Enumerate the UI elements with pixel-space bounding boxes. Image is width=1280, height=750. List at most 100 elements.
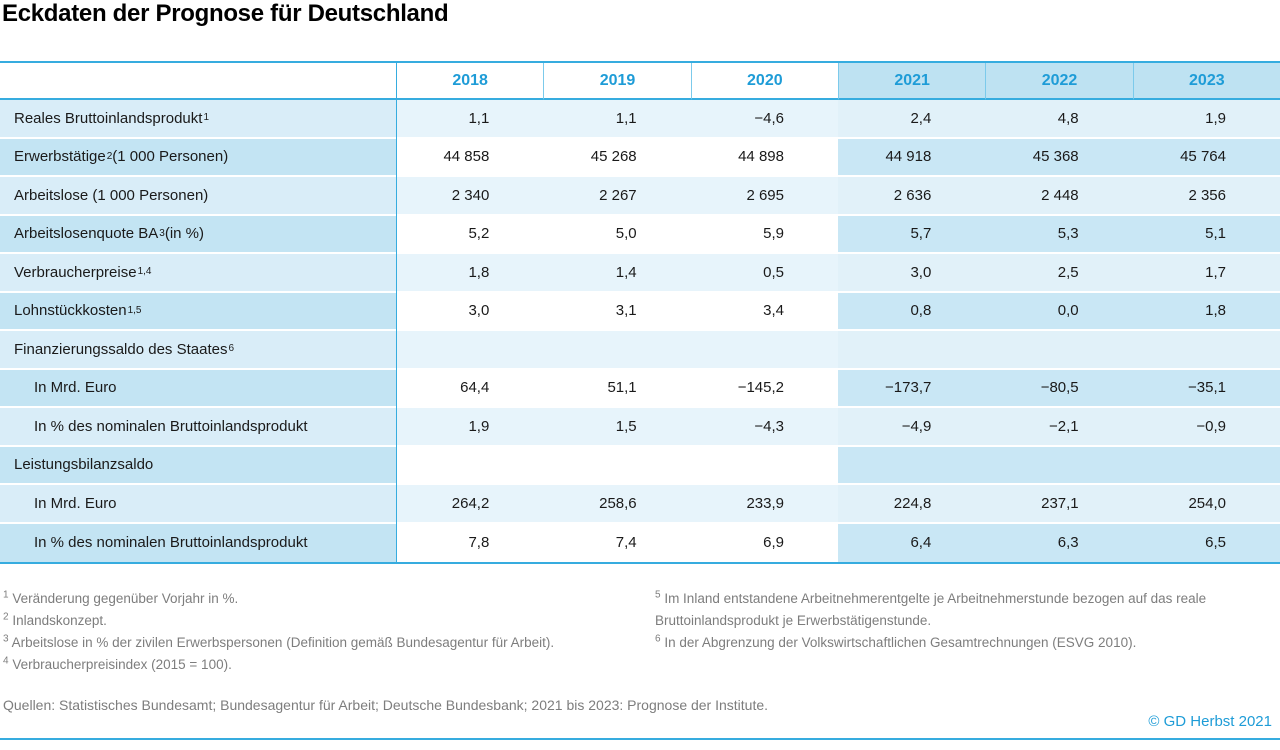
footnote: 5 Im Inland entstandene Arbeitnehmerentg… [655,589,1207,628]
value-cell: 254,0 [1132,485,1280,524]
value-cell: 1,7 [1132,254,1280,293]
credit: © GD Herbst 2021 [1148,713,1272,730]
value-cell: −0,9 [1132,408,1280,447]
row-label: Lohnstückkosten 1,5 [0,292,396,331]
value-cell: 3,0 [396,292,544,331]
value-cell: 3,0 [837,254,986,293]
value-cell: 5,0 [543,215,691,254]
value-cell: 1,4 [543,254,691,293]
value-cell: 233,9 [690,485,838,524]
value-cell [543,446,691,485]
value-cell: 0,8 [837,292,986,331]
footnotes: 1 Veränderung gegenüber Vorjahr in %. 2 I… [3,588,1275,676]
row-label: In % des nominalen Bruttoinlandsprodukt [0,408,396,447]
value-cell: 3,4 [690,292,838,331]
value-cell: −4,6 [690,100,838,139]
value-cell: 1,9 [1132,100,1280,139]
value-cell: 2 448 [985,177,1133,216]
value-cell: −145,2 [690,369,838,408]
footnotes-left-column: 1 Veränderung gegenüber Vorjahr in %. 2 I… [3,588,655,676]
value-cell [985,331,1133,370]
value-cell: −4,9 [837,408,986,447]
value-cell: 5,1 [1132,215,1280,254]
year-header-2021: 2021 [837,63,986,100]
value-cell: 1,5 [543,408,691,447]
footnote: 4 Verbraucherpreisindex (2015 = 100). [3,655,232,672]
label-column-divider [396,63,397,562]
value-cell: 6,5 [1132,523,1280,562]
value-cell: 5,9 [690,215,838,254]
value-cell: 4,8 [985,100,1133,139]
year-header-2020: 2020 [690,63,838,100]
value-cell: 2,5 [985,254,1133,293]
value-cell: 2 267 [543,177,691,216]
value-cell: 3,1 [543,292,691,331]
year-header-2022: 2022 [985,63,1133,100]
sources-line: Quellen: Statistisches Bundesamt; Bundes… [3,697,769,713]
value-cell: 44 898 [690,138,838,177]
value-cell: 0,0 [985,292,1133,331]
value-cell [985,446,1133,485]
row-label: Erwerbstätige 2 (1 000 Personen) [0,138,396,177]
value-cell: 1,8 [396,254,544,293]
value-cell: 258,6 [543,485,691,524]
row-label: Verbraucherpreise 1,4 [0,254,396,293]
value-cell: 2 356 [1132,177,1280,216]
value-cell [396,331,544,370]
row-label: In Mrd. Euro [0,485,396,524]
value-cell: 5,3 [985,215,1133,254]
value-cell: 2 340 [396,177,544,216]
value-cell [837,331,986,370]
value-cell [837,446,986,485]
value-cell [396,446,544,485]
value-cell: 1,1 [543,100,691,139]
table-corner-cell [0,63,396,100]
table-grid: 2018 2019 2020 2021 2022 2023 Reales Bruttoinl… [0,63,1280,562]
forecast-table: 2018 2019 2020 2021 2022 2023 Reales Bruttoinl… [0,61,1280,564]
value-cell: −4,3 [690,408,838,447]
year-header-2019: 2019 [543,63,691,100]
value-cell: 7,8 [396,523,544,562]
value-cell: 1,9 [396,408,544,447]
footnote: 2 Inlandskonzept. [3,611,107,628]
value-cell [690,446,838,485]
row-label: In % des nominalen Bruttoinlandsprodukt [0,523,396,562]
value-cell: 44 858 [396,138,544,177]
value-cell: 1,8 [1132,292,1280,331]
value-cell: 7,4 [543,523,691,562]
value-cell: 237,1 [985,485,1133,524]
value-cell: 224,8 [837,485,986,524]
value-cell: −35,1 [1132,369,1280,408]
value-cell [1132,446,1280,485]
footnote: 3 Arbeitslose in % der zivilen Erwerbspe… [3,633,555,650]
row-label: In Mrd. Euro [0,369,396,408]
value-cell: 45 368 [985,138,1133,177]
value-cell: −173,7 [837,369,986,408]
footnotes-right-column: 5 Im Inland entstandene Arbeitnehmerentg… [655,588,1215,676]
value-cell: 264,2 [396,485,544,524]
value-cell: 5,2 [396,215,544,254]
value-cell: 45 268 [543,138,691,177]
value-cell: 6,3 [985,523,1133,562]
row-label: Arbeitslosenquote BA 3 (in %) [0,215,396,254]
value-cell: 44 918 [837,138,986,177]
value-cell: 51,1 [543,369,691,408]
page-title: Eckdaten der Prognose für Deutschland [2,0,449,27]
footnote: 6 In der Abgrenzung der Volkswirtschaftl… [655,633,1137,650]
year-header-2018: 2018 [396,63,544,100]
row-label: Leistungsbilanzsaldo [0,446,396,485]
value-cell [690,331,838,370]
value-cell: 5,7 [837,215,986,254]
footnote: 1 Veränderung gegenüber Vorjahr in %. [3,589,239,606]
bottom-rule [0,738,1280,740]
value-cell: 2,4 [837,100,986,139]
value-cell [543,331,691,370]
value-cell: −80,5 [985,369,1133,408]
row-label: Arbeitslose (1 000 Personen) [0,177,396,216]
value-cell: 6,9 [690,523,838,562]
value-cell: 6,4 [837,523,986,562]
year-header-2023: 2023 [1132,63,1280,100]
value-cell: −2,1 [985,408,1133,447]
value-cell: 1,1 [396,100,544,139]
